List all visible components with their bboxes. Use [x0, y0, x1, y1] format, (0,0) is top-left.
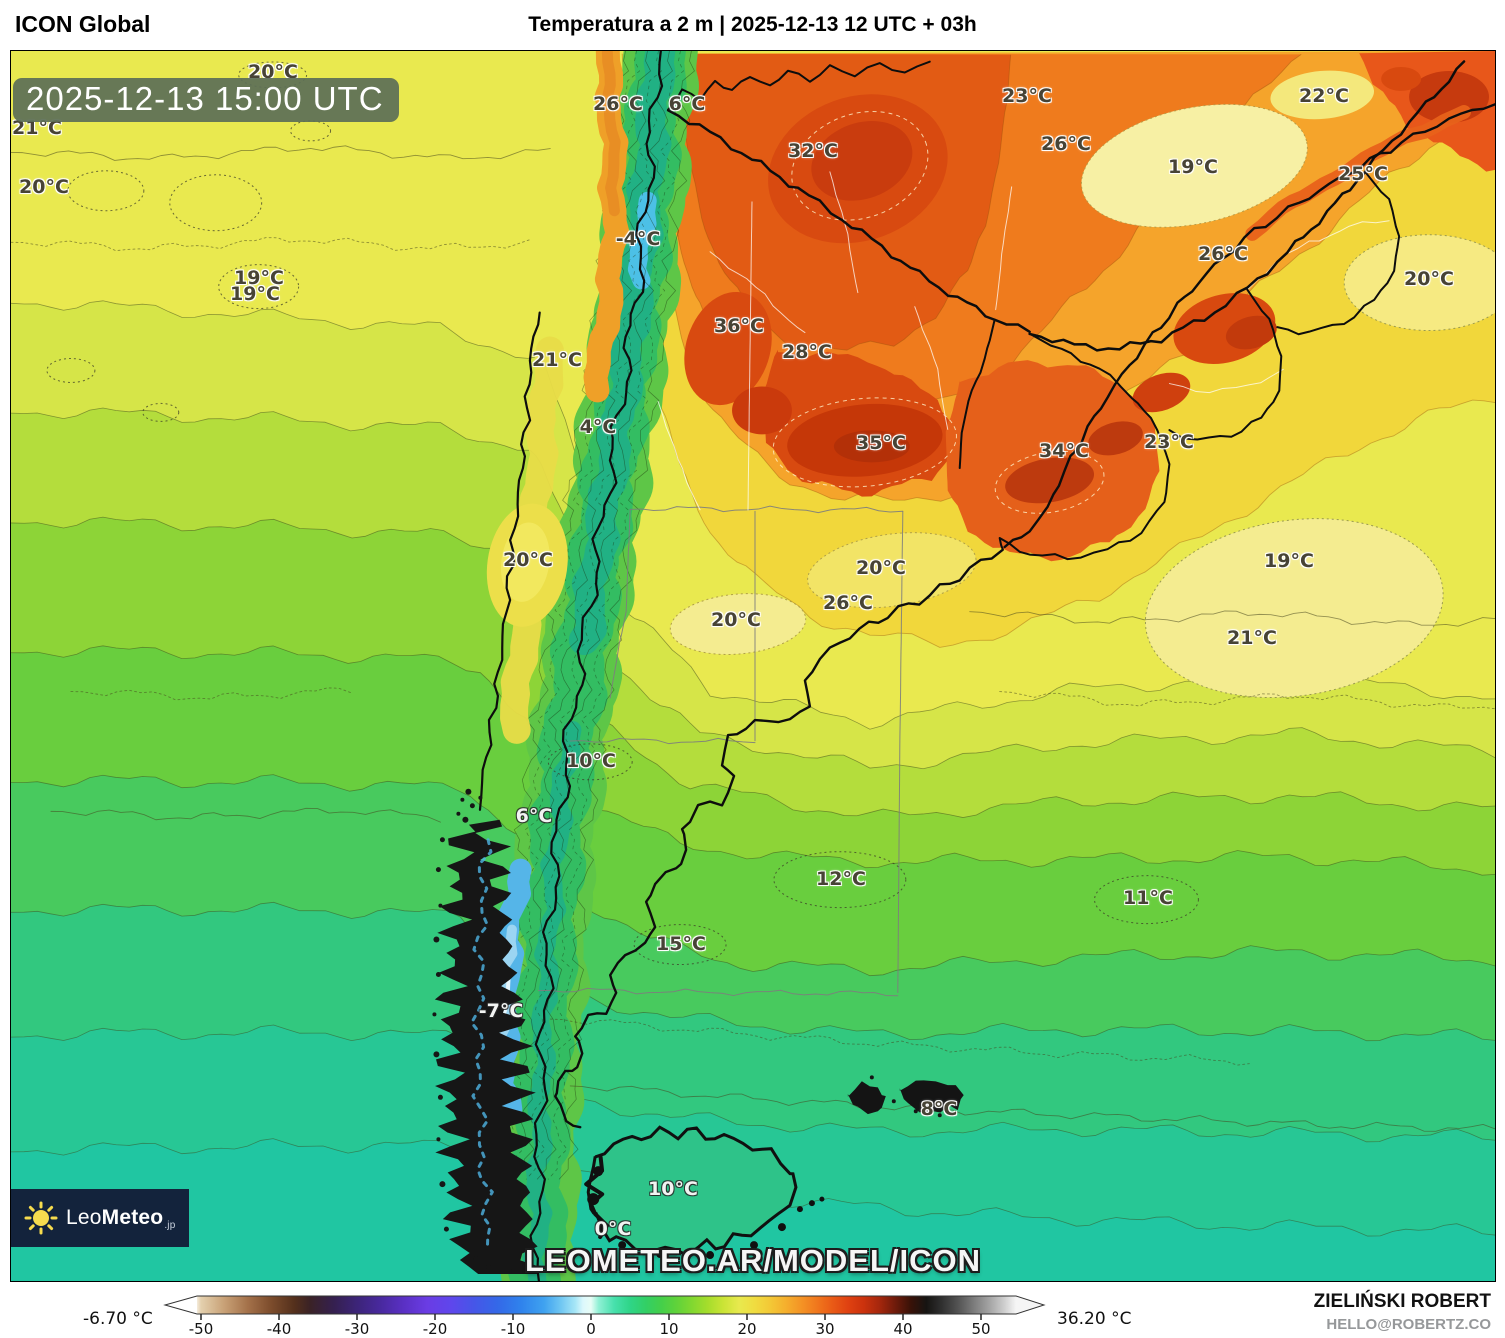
temperature-contour-art [11, 51, 1495, 1281]
temp-label: 20°C [1404, 268, 1454, 290]
temp-label: 10°C [648, 1178, 698, 1200]
author-contact: HELLO@ROBERTZ.CO [1326, 1316, 1491, 1333]
temp-label: 20°C [711, 609, 761, 631]
temp-label: 19°C [1264, 550, 1314, 572]
leometeo-wordmark: LeoMeteo.jp [66, 1206, 176, 1231]
temp-label: 34°C [1039, 440, 1089, 462]
svg-text:20: 20 [737, 1320, 756, 1338]
author-credit: ZIELIŃSKI ROBERT [1313, 1291, 1491, 1312]
temp-label: 35°C [856, 432, 906, 454]
temp-label: 0°C [594, 1218, 632, 1240]
temp-label: 20°C [856, 557, 906, 579]
temp-label: 4°C [579, 416, 617, 438]
watermark: LEOMETEO.AR/MODEL/ICON [525, 1243, 981, 1278]
temp-label: 8°C [920, 1098, 958, 1120]
temp-label: 20°C [19, 176, 69, 198]
temp-label: 21°C [1227, 627, 1277, 649]
temp-label: 6°C [515, 805, 553, 827]
colorbar-legend: -50 -40 -30 -20 -10 0 10 20 30 40 50 [163, 1295, 1046, 1338]
temp-label: -4°C [615, 228, 661, 250]
svg-text:40: 40 [893, 1320, 912, 1338]
temp-label: 26°C [1041, 133, 1091, 155]
temp-label: 12°C [816, 868, 866, 890]
temp-label: 21°C [12, 117, 62, 139]
colorbar-min-value: -6.70 °C [83, 1309, 153, 1329]
colorbar-max-value: 36.20 °C [1057, 1309, 1132, 1329]
svg-text:30: 30 [815, 1320, 834, 1338]
svg-text:0: 0 [586, 1320, 596, 1338]
svg-text:-20: -20 [423, 1320, 448, 1338]
model-name: ICON Global [15, 11, 151, 37]
temp-label: 20°C [248, 61, 298, 83]
svg-text:-30: -30 [345, 1320, 370, 1338]
temp-label: 19°C [1168, 156, 1218, 178]
temp-label: 26°C [1198, 243, 1248, 265]
temp-label: 23°C [1144, 431, 1194, 453]
temp-label: 32°C [788, 140, 838, 162]
temp-label: 10°C [566, 750, 616, 772]
sun-icon [24, 1201, 58, 1235]
temp-label: 23°C [1002, 85, 1052, 107]
temp-label: 25°C [1338, 163, 1388, 185]
temp-label: 36°C [714, 315, 764, 337]
temp-label: 26°C [823, 592, 873, 614]
temp-label: 6°C [668, 93, 706, 115]
map-title: Temperatura a 2 m | 2025-12-13 12 UTC + … [528, 13, 977, 36]
temp-label: -7°C [478, 1000, 524, 1022]
temp-label: 22°C [1299, 85, 1349, 107]
temp-label: 19°C [234, 267, 284, 289]
temp-label: 26°C [593, 93, 643, 115]
weather-map: 20°C 21°C 20°C 19°C 19°C 26°C 6°C 23°C 22°C 26°C 3… [10, 50, 1496, 1282]
temp-label: 20°C [503, 549, 553, 571]
temp-label: 28°C [782, 341, 832, 363]
temp-label: 19°C [230, 283, 280, 305]
svg-text:10: 10 [659, 1320, 678, 1338]
svg-text:-40: -40 [267, 1320, 292, 1338]
temp-label: 15°C [656, 933, 706, 955]
svg-text:50: 50 [971, 1320, 990, 1338]
svg-text:-10: -10 [501, 1320, 526, 1338]
temp-label: 21°C [532, 349, 582, 371]
svg-text:-50: -50 [189, 1320, 214, 1338]
temp-label: 11°C [1123, 887, 1173, 909]
leometeo-logo: LeoMeteo.jp [11, 1189, 189, 1247]
timestamp-overlay: 2025-12-13 15:00 UTC [13, 78, 399, 122]
